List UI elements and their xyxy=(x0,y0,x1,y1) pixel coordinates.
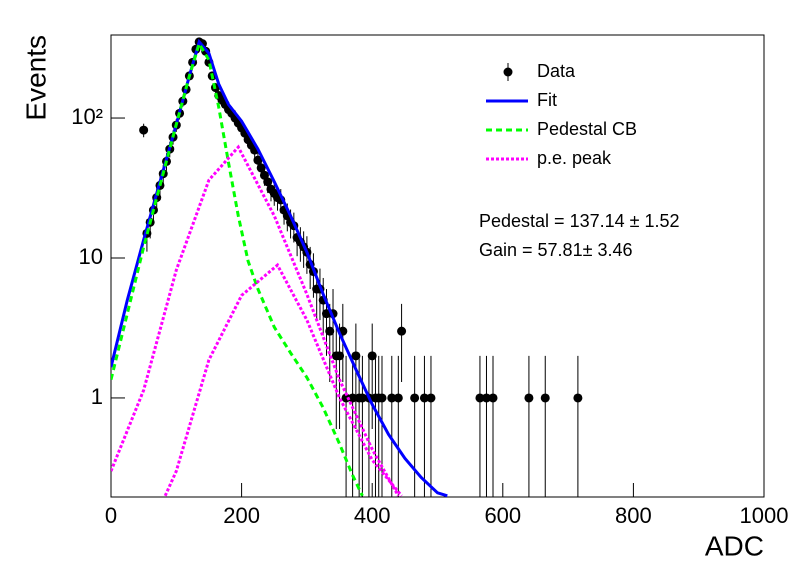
y-axis-title: Events xyxy=(20,35,51,121)
data-point xyxy=(540,393,550,403)
data-point xyxy=(263,177,273,187)
data-point xyxy=(335,351,345,361)
legend-label: Pedestal CB xyxy=(537,119,637,139)
plot-area xyxy=(111,37,583,497)
data-point xyxy=(393,393,403,403)
data-point xyxy=(419,393,429,403)
x-tick-label: 0 xyxy=(105,503,117,528)
data-point xyxy=(524,393,534,403)
data-point xyxy=(488,393,498,403)
annotation: Gain = 57.81± 3.46 xyxy=(479,240,633,260)
x-tick-label: 1000 xyxy=(740,503,789,528)
data-point xyxy=(139,125,149,135)
fit-curve xyxy=(111,40,364,497)
legend-label: Data xyxy=(537,61,576,81)
data-point xyxy=(256,163,266,173)
data-point xyxy=(377,393,387,403)
data-point xyxy=(367,351,377,361)
data-point xyxy=(321,309,331,319)
legend-label: p.e. peak xyxy=(537,148,612,168)
legend-label: Fit xyxy=(537,90,557,110)
fit-curve xyxy=(111,144,400,497)
data-point xyxy=(481,393,491,403)
data-point xyxy=(357,393,367,403)
data-point xyxy=(348,393,358,403)
data-point xyxy=(426,393,436,403)
x-tick-label: 600 xyxy=(484,503,521,528)
data-point xyxy=(410,393,420,403)
y-tick-label: 1 xyxy=(91,384,103,409)
annotation: Pedestal = 137.14 ± 1.52 xyxy=(479,211,680,231)
fit-curve xyxy=(163,262,403,497)
legend-marker xyxy=(503,67,513,77)
data-point xyxy=(325,326,335,336)
y-tick-label: 10 xyxy=(79,244,103,269)
data-point xyxy=(351,351,361,361)
x-axis-title: ADC xyxy=(705,530,764,561)
data-point xyxy=(475,393,485,403)
data-point xyxy=(397,326,407,336)
x-tick-label: 400 xyxy=(354,503,391,528)
data-point xyxy=(253,155,263,165)
plot-frame xyxy=(110,34,765,498)
data-point xyxy=(387,393,397,403)
y-tick-label: 10² xyxy=(71,104,103,129)
data-point xyxy=(573,393,583,403)
x-tick-label: 200 xyxy=(223,503,260,528)
x-tick-label: 800 xyxy=(615,503,652,528)
